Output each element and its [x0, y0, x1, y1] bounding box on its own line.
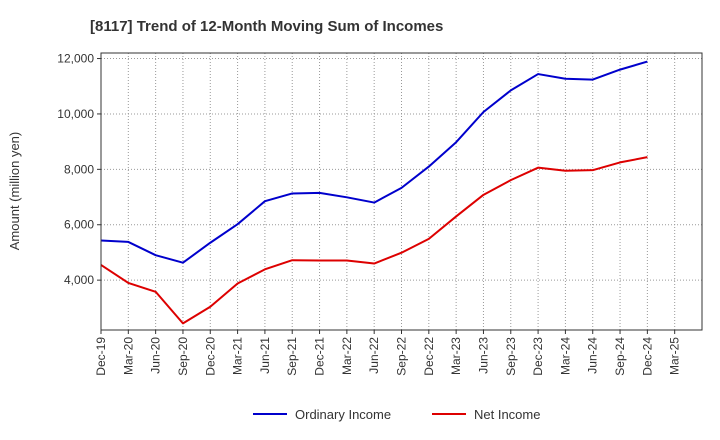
x-tick-label: Dec-23 — [531, 337, 545, 376]
x-tick-label: Dec-22 — [422, 337, 436, 376]
y-axis-ticks: 4,000 6,000 8,000 10,000 12,000 — [57, 52, 101, 287]
x-tick-label: Jun-20 — [149, 337, 163, 374]
x-tick-label: Dec-19 — [94, 337, 108, 376]
x-tick-label: Jun-24 — [586, 337, 600, 374]
x-tick-label: Sep-22 — [395, 337, 409, 376]
y-axis-label: Amount (million yen) — [7, 132, 22, 251]
x-tick-label: Dec-20 — [203, 337, 217, 376]
x-tick-label: Mar-23 — [449, 337, 463, 375]
x-tick-label: Jun-22 — [367, 337, 381, 374]
series-group — [100, 60, 648, 325]
x-tick-label: Sep-23 — [504, 337, 518, 376]
x-tick-label: Mar-22 — [340, 337, 354, 375]
grid — [101, 53, 703, 330]
y-tick-label: 4,000 — [64, 273, 94, 287]
legend: Ordinary Income Net Income — [253, 407, 540, 422]
y-tick-label: 10,000 — [57, 107, 94, 121]
x-axis-ticks: Dec-19 Mar-20 Jun-20 Sep-20 Dec-20 Mar-21 Jun-… — [94, 330, 682, 376]
legend-label-ordinary-income: Ordinary Income — [295, 407, 391, 422]
legend-label-net-income: Net Income — [474, 407, 540, 422]
x-tick-label: Dec-24 — [640, 337, 654, 376]
x-tick-label: Sep-21 — [285, 337, 299, 376]
series-line-ordinary-income — [100, 60, 648, 264]
x-tick-label: Sep-24 — [613, 337, 627, 376]
chart-title: [8117] Trend of 12-Month Moving Sum of I… — [90, 18, 443, 35]
x-tick-label: Mar-21 — [231, 337, 245, 375]
x-tick-label: Mar-25 — [668, 337, 682, 375]
x-tick-label: Mar-24 — [558, 337, 572, 375]
x-tick-label: Sep-20 — [176, 337, 190, 376]
x-tick-label: Jun-21 — [258, 337, 272, 374]
x-tick-label: Jun-23 — [476, 337, 490, 374]
y-tick-label: 8,000 — [64, 162, 94, 176]
series-line-net-income — [100, 156, 648, 325]
x-tick-label: Dec-21 — [313, 337, 327, 376]
y-tick-label: 6,000 — [64, 218, 94, 232]
x-tick-label: Mar-20 — [121, 337, 135, 375]
y-tick-label: 12,000 — [57, 52, 94, 66]
